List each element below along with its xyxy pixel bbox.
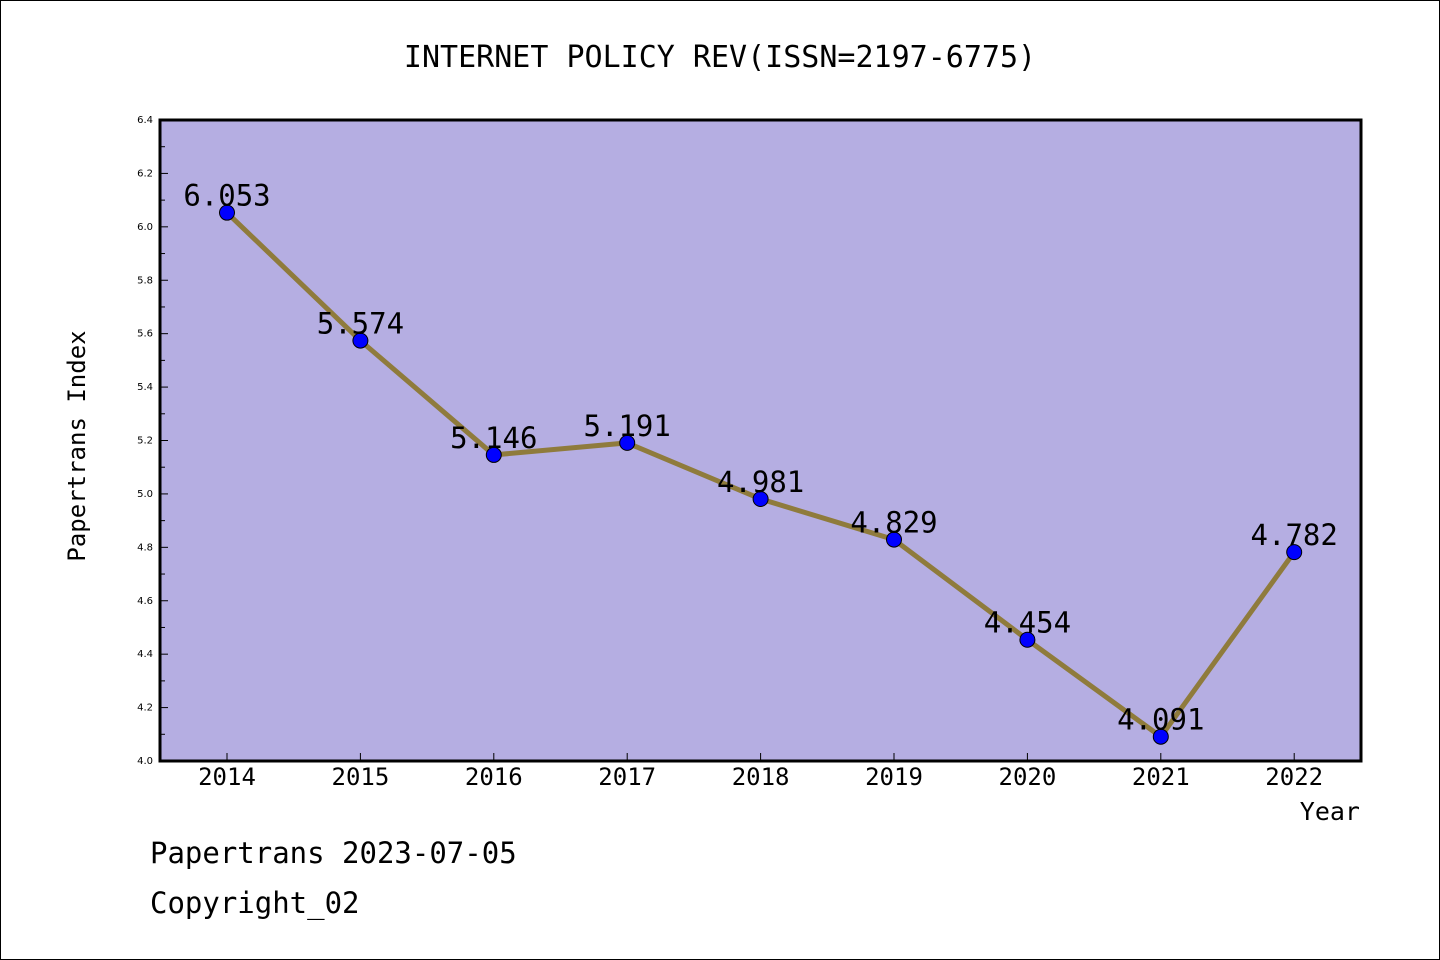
y-tick-label: 5.4 [137, 382, 153, 393]
x-tick-label: 2018 [732, 763, 790, 791]
data-point [1286, 544, 1303, 561]
x-axis-label: Year [1300, 797, 1360, 826]
y-tick-label: 6.2 [137, 168, 153, 179]
data-point [219, 204, 235, 221]
data-label: 4.981 [717, 465, 804, 499]
footer-copyright: Copyright_02 [150, 886, 360, 920]
data-point [886, 531, 902, 548]
data-point [619, 434, 636, 451]
data-points [219, 204, 1303, 745]
y-tick-label: 5.0 [137, 489, 153, 500]
data-label: 4.829 [850, 506, 937, 540]
footer-date: Papertrans 2023-07-05 [150, 836, 517, 870]
data-label: 6.053 [183, 179, 270, 213]
x-tick-label: 2014 [198, 763, 256, 791]
y-tick-label: 4.8 [137, 542, 153, 553]
data-point [752, 490, 769, 507]
y-tick-label: 5.2 [137, 436, 153, 447]
x-tick-label: 2021 [1132, 763, 1190, 791]
data-point [352, 332, 369, 349]
y-tick-label: 6.0 [137, 222, 153, 233]
data-label: 5.191 [584, 409, 671, 443]
data-point [1152, 728, 1169, 745]
data-point [485, 446, 502, 463]
x-tick-label: 2015 [332, 763, 390, 791]
data-label: 4.091 [1117, 703, 1204, 737]
chart-title: INTERNET POLICY REV(ISSN=2197-6775) [404, 40, 1036, 75]
x-tick-label: 2020 [999, 763, 1057, 791]
y-axis-label: Papertrans Index [63, 330, 91, 561]
y-tick-label: 6.4 [137, 115, 153, 126]
y-axis: 4.0 4.2 4.4 4.6 4.8 5.0 5.2 5.4 5.6 5.8 6.0 6.2 6.4 [137, 115, 168, 767]
x-tick-label: 2019 [865, 763, 923, 791]
data-label: 5.146 [450, 421, 537, 455]
data-labels: 6.053 5.574 5.146 5.191 4.981 4.829 4.454 4.091… [183, 179, 1338, 737]
y-tick-label: 4.4 [137, 649, 153, 660]
plot-area [158, 118, 1363, 763]
data-label: 5.574 [317, 307, 404, 341]
x-tick-label: 2016 [465, 763, 523, 791]
y-tick-label: 4.2 [137, 703, 153, 714]
data-point [1019, 631, 1036, 648]
y-tick-label: 5.6 [137, 329, 153, 340]
y-tick-label: 4.0 [137, 756, 153, 767]
data-label: 4.782 [1251, 518, 1338, 552]
data-label: 4.454 [984, 606, 1071, 640]
y-tick-label: 4.6 [137, 596, 153, 607]
y-tick-label: 5.8 [137, 275, 153, 286]
x-tick-label: 2022 [1265, 763, 1323, 791]
x-tick-label: 2017 [598, 763, 656, 791]
x-axis: 2014 2015 2016 2017 2018 2019 2020 2021 2022 [198, 753, 1323, 791]
